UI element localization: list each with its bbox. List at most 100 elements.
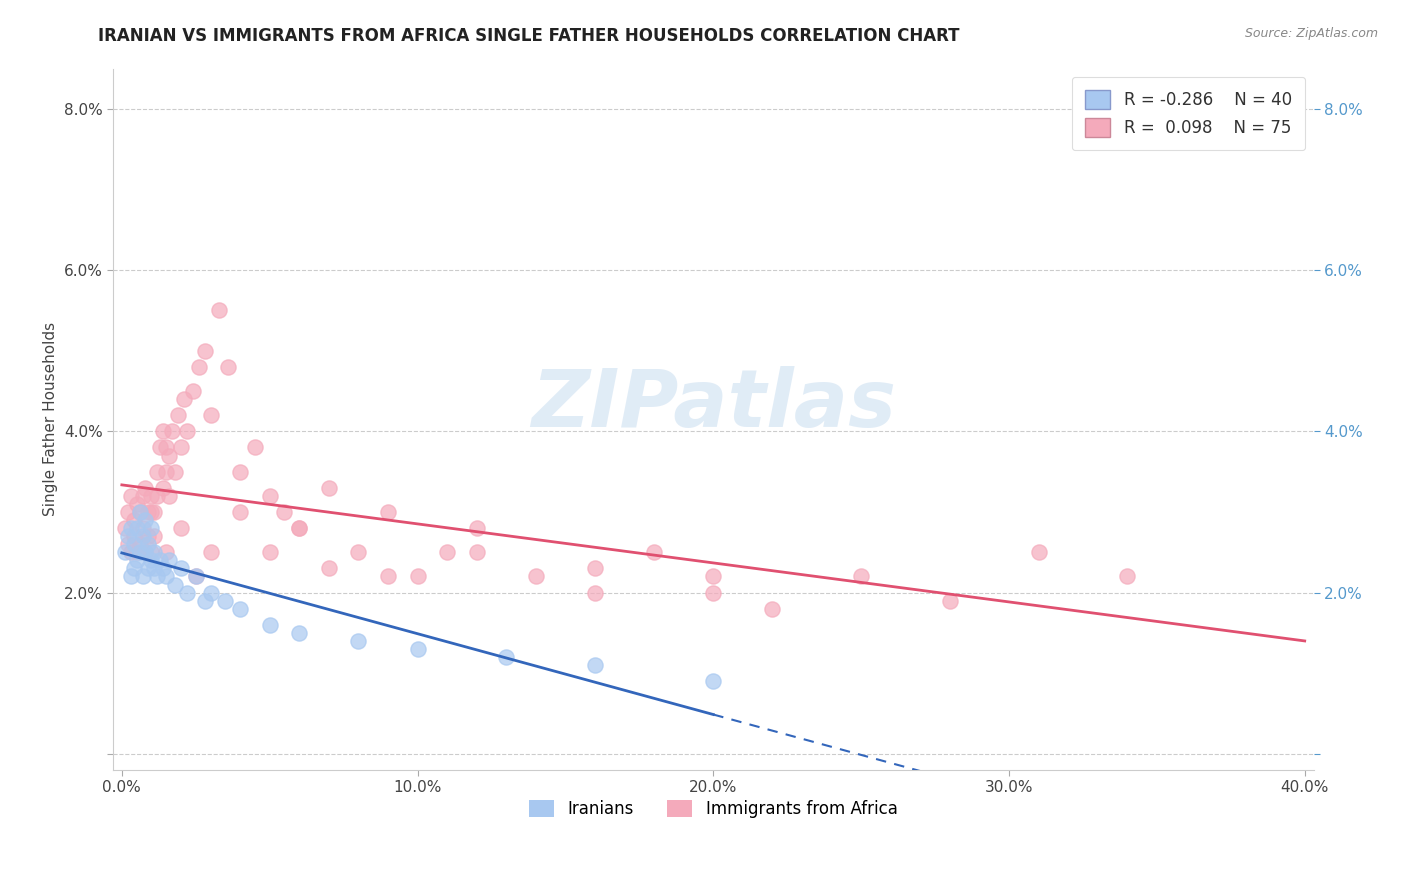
Point [583,585,606,599]
Point [243,441,266,455]
Text: ZIPatlas: ZIPatlas [531,367,896,444]
Point [125,497,148,511]
Point [160,425,183,439]
Point [134,545,156,559]
Point [157,449,180,463]
Point [131,521,153,535]
Y-axis label: Single Father Households: Single Father Households [44,322,58,516]
Text: IRANIAN VS IMMIGRANTS FROM AFRICA SINGLE FATHER HOUSEHOLDS CORRELATION CHART: IRANIAN VS IMMIGRANTS FROM AFRICA SINGLE… [98,27,960,45]
Point [184,569,207,583]
Point [125,553,148,567]
Point [165,465,187,479]
Point [288,626,311,640]
Point [217,359,239,374]
Point [377,505,399,519]
Point [194,343,217,358]
Point [141,545,163,559]
Point [120,545,142,559]
Point [167,409,190,423]
Point [146,569,169,583]
Point [131,489,153,503]
Point [406,569,429,583]
Point [120,569,142,583]
Point [200,545,222,559]
Point [318,481,340,495]
Point [187,359,209,374]
Point [229,601,252,615]
Point [141,521,163,535]
Point [165,577,187,591]
Point [200,409,222,423]
Point [128,537,150,551]
Point [465,545,488,559]
Point [406,642,429,657]
Point [122,513,145,527]
Point [122,529,145,543]
Point [524,569,547,583]
Point [155,441,177,455]
Point [1116,569,1139,583]
Point [143,529,166,543]
Point [318,561,340,575]
Point [117,505,139,519]
Point [149,553,172,567]
Point [259,489,281,503]
Point [134,545,156,559]
Point [125,521,148,535]
Point [377,569,399,583]
Point [170,441,193,455]
Point [155,465,177,479]
Point [849,569,872,583]
Point [122,561,145,575]
Point [1028,545,1050,559]
Point [128,505,150,519]
Point [152,481,174,495]
Point [138,505,160,519]
Point [131,569,153,583]
Point [176,425,198,439]
Text: Source: ZipAtlas.com: Source: ZipAtlas.com [1244,27,1378,40]
Point [761,601,783,615]
Point [184,569,207,583]
Point [149,441,172,455]
Point [170,561,193,575]
Point [436,545,458,559]
Point [208,303,231,318]
Point [120,521,142,535]
Point [117,537,139,551]
Point [288,521,311,535]
Point [120,489,142,503]
Point [143,545,166,559]
Point [141,505,163,519]
Point [117,529,139,543]
Point [114,521,136,535]
Point [134,513,156,527]
Point [152,425,174,439]
Point [702,585,724,599]
Point [146,465,169,479]
Point [194,593,217,607]
Point [288,521,311,535]
Point [143,505,166,519]
Point [259,618,281,632]
Point [200,585,222,599]
Point [347,545,370,559]
Point [141,489,163,503]
Point [495,650,517,665]
Point [125,545,148,559]
Point [131,529,153,543]
Point [128,545,150,559]
Point [229,505,252,519]
Point [229,465,252,479]
Point [146,489,169,503]
Point [176,585,198,599]
Legend: Iranians, Immigrants from Africa: Iranians, Immigrants from Africa [523,793,904,825]
Point [138,537,160,551]
Point [152,561,174,575]
Point [143,561,166,575]
Point [273,505,295,519]
Point [465,521,488,535]
Point [347,634,370,648]
Point [141,553,163,567]
Point [643,545,665,559]
